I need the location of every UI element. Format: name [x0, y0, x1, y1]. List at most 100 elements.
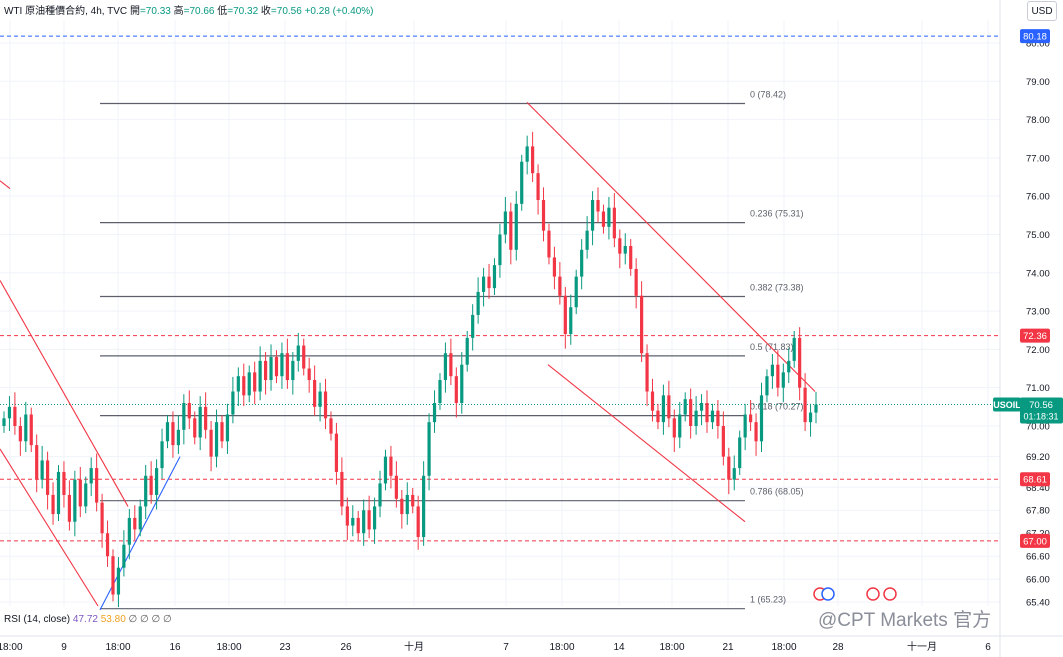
candle-body [536, 173, 540, 201]
candle-body [427, 422, 431, 476]
candle-body [362, 510, 366, 534]
close-label: 收 [260, 6, 271, 17]
candle-body [781, 372, 785, 388]
candle-body [563, 295, 567, 335]
candle-body [476, 291, 480, 315]
candle-body [389, 456, 393, 476]
price-level-tag-text: 72.36 [1023, 331, 1047, 342]
time-tick-label: 6 [985, 642, 991, 653]
candle-body [585, 230, 589, 250]
candle-body [67, 494, 71, 522]
candle-body [683, 399, 687, 415]
candle-body [634, 268, 638, 296]
time-axis[interactable]: 18:00 9 18:00 16 18:00 23 26 十月 7 18:00 14 18:00 21 1… [0, 635, 1063, 653]
candle-body [307, 368, 311, 381]
candle-body [2, 418, 6, 426]
price-tick-label: 66.00 [1026, 575, 1050, 586]
candle-body [198, 406, 202, 438]
candle-body [623, 245, 627, 254]
candle-body [405, 494, 409, 515]
candle-body [263, 360, 268, 381]
candle-body [661, 395, 666, 423]
currency-button[interactable]: USD [1027, 1, 1057, 21]
candle-body [443, 353, 448, 381]
candle-body [492, 265, 497, 289]
trend-line [526, 101, 816, 392]
time-tick-label: 23 [279, 642, 291, 653]
candle-body [253, 372, 257, 392]
candle-body [345, 506, 349, 526]
candle-body [18, 425, 22, 442]
candle-body [7, 406, 12, 419]
candle-body [738, 437, 742, 469]
last-price-tag [1020, 397, 1063, 424]
candle-body [258, 360, 262, 392]
candle-body [29, 414, 33, 446]
candle-body [176, 429, 180, 446]
candle-body [808, 412, 813, 423]
chart-header: WTI 原油種價合約, 4h, TVC 開=70.33 高=70.66 低=70… [4, 2, 374, 17]
time-tick-label: 18:00 [771, 642, 796, 653]
candle-body [416, 506, 420, 538]
price-tick-label: 71.00 [1026, 383, 1050, 394]
price-tick-label: 66.60 [1026, 552, 1050, 563]
price-tick-label: 75.00 [1026, 230, 1050, 241]
candle-body [351, 517, 355, 526]
fib-level-label: 1 (65.23) [750, 595, 786, 605]
candle-body [618, 238, 622, 254]
candle-body [754, 422, 758, 442]
price-axis[interactable]: 65.4066.0066.6067.2067.8068.4069.2070.00… [993, 0, 1063, 657]
change-value: +0.28 (+0.40%) [304, 6, 374, 17]
economic-event-icon [866, 587, 880, 601]
candle-body [798, 337, 802, 388]
candle-body [100, 502, 104, 534]
candle-body [394, 475, 398, 499]
candle-body [187, 403, 191, 419]
candle-body [411, 494, 415, 507]
time-tick-label: 十一月 [907, 640, 937, 653]
time-tick-label: 7 [503, 642, 509, 653]
candle-body [367, 510, 371, 530]
symbol-tag-text: USOIL [993, 400, 1021, 410]
time-tick-label: 28 [832, 642, 844, 653]
candle-body [204, 406, 208, 430]
fib-level-label: 0.618 (70.27) [750, 402, 804, 412]
candle-body [269, 357, 273, 381]
candle-body [313, 380, 317, 407]
event-icons[interactable] [813, 587, 897, 601]
candle-body [645, 353, 649, 392]
time-tick-label: 16 [169, 642, 181, 653]
symbol-title[interactable]: WTI 原油種價合約, 4h, TVC [4, 6, 128, 17]
time-tick-label: 十月 [404, 640, 424, 653]
candle-body [122, 544, 126, 568]
candle-body [291, 360, 295, 381]
rsi-legend[interactable]: RSI (14, close) 47.72 53.80 ∅ ∅ ∅ ∅ [4, 614, 172, 625]
candle-body [607, 207, 611, 227]
trend-line [0, 448, 99, 607]
candle-body [498, 234, 502, 266]
price-tick-label: 65.40 [1026, 598, 1050, 609]
candle-body [220, 422, 224, 442]
candle-body [95, 468, 99, 503]
candle-body [378, 483, 382, 507]
candle-body [792, 337, 796, 361]
candle-body [193, 418, 197, 438]
candle-body [552, 257, 557, 277]
candle-body [13, 406, 17, 426]
candle-body [814, 404, 818, 413]
candle-body [678, 414, 682, 438]
candle-body [770, 364, 775, 377]
time-tick-label: 9 [61, 642, 67, 653]
time-tick-label: 18:00 [659, 642, 684, 653]
candle-body [694, 410, 698, 426]
candle-body [154, 468, 159, 495]
candle-body [525, 146, 529, 162]
fib-level-label: 0.5 (71.83) [750, 342, 794, 352]
price-tick-label: 78.00 [1026, 115, 1050, 126]
candle-body [650, 391, 655, 411]
candle-body [574, 276, 578, 308]
candle-body [24, 414, 28, 442]
candle-body [400, 498, 404, 515]
candle-body [73, 479, 77, 522]
